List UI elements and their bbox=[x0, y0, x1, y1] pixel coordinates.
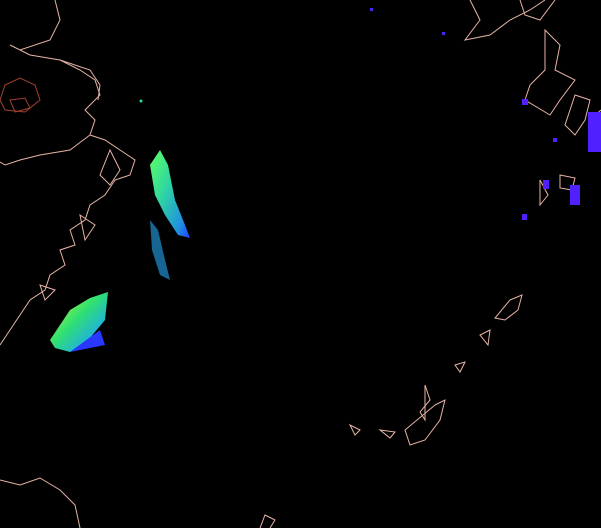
coastline-east bbox=[348, 0, 601, 446]
data-pixels-east bbox=[370, 8, 601, 220]
data-swath-south bbox=[50, 292, 108, 352]
coastline-west bbox=[0, 0, 276, 528]
lakes bbox=[0, 77, 41, 113]
data-swath-north bbox=[139, 99, 190, 280]
